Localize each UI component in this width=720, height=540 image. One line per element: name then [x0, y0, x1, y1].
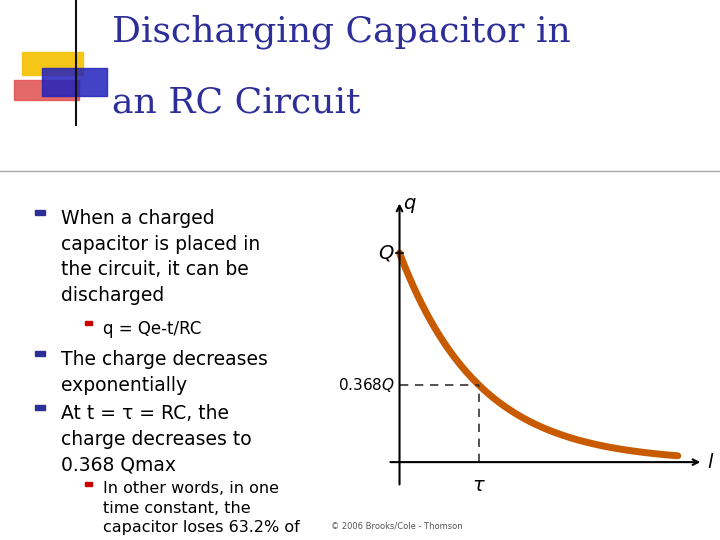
Bar [35, 351, 45, 356]
Text: At t = τ = RC, the
charge decreases to
0.368 Qmax: At t = τ = RC, the charge decreases to 0… [61, 404, 252, 475]
Bar [42, 68, 107, 96]
Bar [35, 406, 45, 410]
Text: © 2006 Brooks/Cole - Thomson: © 2006 Brooks/Cole - Thomson [331, 522, 463, 531]
Text: q = Qe-t/RC: q = Qe-t/RC [103, 320, 202, 338]
Text: The charge decreases
exponentially: The charge decreases exponentially [61, 350, 268, 395]
Bar [85, 321, 92, 325]
Text: $\it{q}$: $\it{q}$ [403, 197, 417, 215]
Text: When a charged
capacitor is placed in
the circuit, it can be
discharged: When a charged capacitor is placed in th… [61, 209, 261, 305]
Text: $\tau$: $\tau$ [472, 477, 486, 495]
Text: an RC Circuit: an RC Circuit [112, 85, 360, 119]
Text: $0.368\it{Q}$: $0.368\it{Q}$ [338, 376, 395, 394]
Text: $\it{l}$: $\it{l}$ [707, 453, 714, 471]
Bar [85, 482, 92, 486]
Bar [14, 80, 79, 100]
Bar [35, 210, 45, 215]
Bar [22, 52, 83, 75]
Text: $\it{Q}$: $\it{Q}$ [378, 243, 395, 263]
Text: Discharging Capacitor in: Discharging Capacitor in [112, 14, 570, 49]
Text: In other words, in one
time constant, the
capacitor loses 63.2% of
its initial c: In other words, in one time constant, th… [103, 481, 300, 540]
